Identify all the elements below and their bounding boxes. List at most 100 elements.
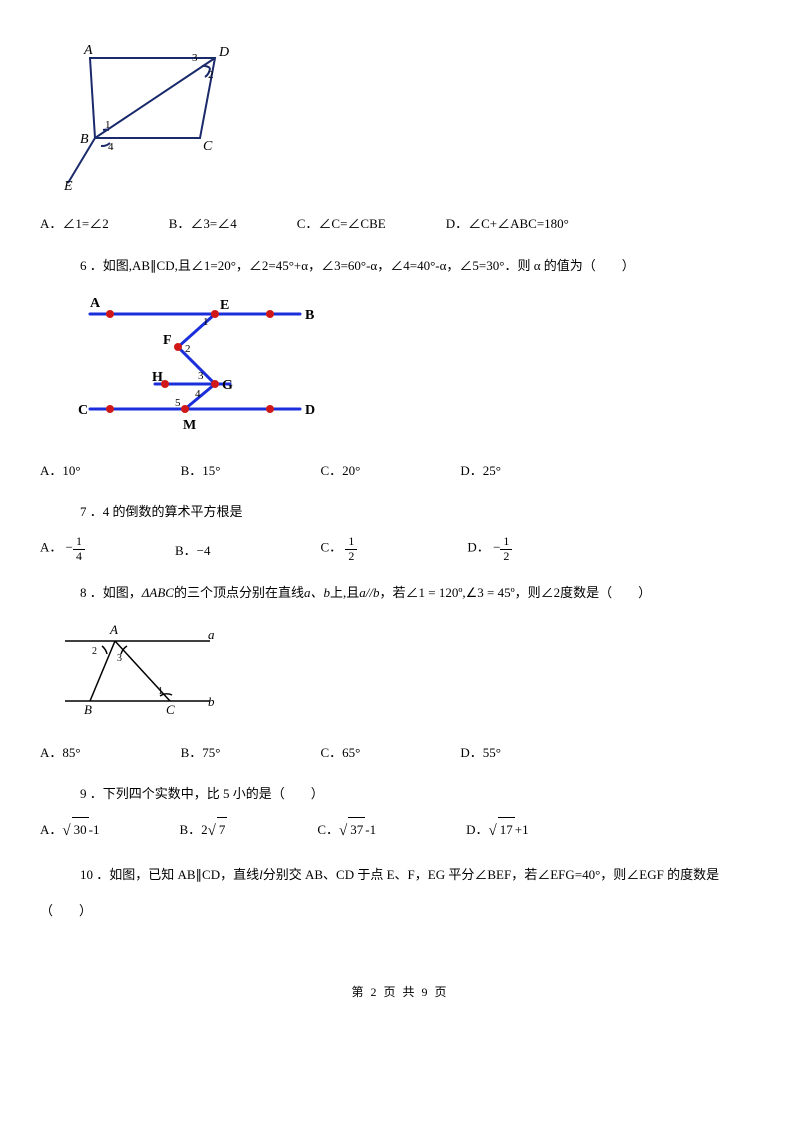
q7-opt-c: C． 12 [321,535,358,562]
q8-text: 8 ．如图，ΔABC的三个顶点分别在直线a、b上,且a//b，若∠1 = 120… [80,581,760,604]
q7-opt-b: B．−4 [175,539,211,562]
q7c-den: 2 [345,550,357,563]
q8-pre: 8 ．如图， [80,585,142,600]
q8-opt-d: D．55° [460,741,501,764]
q9d-prefix: D． [466,822,488,837]
f8-C: C [166,702,175,717]
q9c-tail: -1 [365,822,376,837]
q9-opt-d: D．√17+1 [466,817,528,845]
lbl-C: C [203,139,213,154]
f6-2: 2 [185,343,191,355]
footer-pre: 第 [351,985,370,999]
f6-E: E [220,298,229,313]
q8-figure: A B C a b 2 3 1 [60,616,760,728]
q5-opt-a: A．∠1=∠2 [40,212,109,235]
q5-options: A．∠1=∠2 B．∠3=∠4 C．∠C=∠CBE D．∠C+∠ABC=180° [40,212,760,235]
q8-ang2: ∠2 [541,585,561,600]
f6-F: F [163,333,172,348]
q7-options: A． −14 B．−4 C． 12 D． −12 [40,535,760,562]
q9b-rad: 7 [217,817,228,841]
q7a-neg: − [66,540,73,555]
q10-tail: 分别交 AB、CD 于点 E、F，EG 平分∠BEF，若∠EFG=40°，则∠E… [263,867,719,882]
q7d-den: 2 [500,550,512,563]
q9-options: A．√30-1 B．2√7 C．√37-1 D．√17+1 [40,817,760,845]
f8-B: B [84,702,92,717]
q7c-num: 1 [345,535,357,549]
q5-opt-d: D．∠C+∠ABC=180° [446,212,569,235]
q7a-den: 4 [73,550,85,563]
q6-opt-d: D．25° [460,459,501,482]
q8-opt-c: C．65° [320,741,360,764]
q7b-val: −4 [197,543,211,558]
q9a-prefix: A． [40,822,62,837]
q10-pre: 10 ．如图，已知 AB∥CD，直线 [80,867,259,882]
f8-2: 2 [92,646,97,657]
f6-G: G [222,378,233,393]
q7a-prefix: A． [40,540,62,555]
q9-opt-c: C．√37-1 [317,817,376,845]
f8-3: 3 [117,653,122,664]
q6-opt-a: A．10° [40,459,81,482]
lbl-E: E [63,179,73,193]
q8-abc: ΔABC [142,585,174,600]
q9b-prefix: B． [179,822,201,837]
q8-m2: 上,且 [330,585,359,600]
f6-B: B [305,308,314,323]
q9a-rad: 30 [72,817,89,841]
q6-figure: A B C D E F G H M 1 2 3 4 5 [60,289,760,446]
q9d-tail: +1 [515,822,529,837]
f6-M: M [183,418,196,433]
q7-opt-a: A． −14 [40,535,85,562]
q7d-prefix: D． [467,540,489,555]
footer-mid: 页 共 [378,985,421,999]
q9-opt-b: B．2√7 [179,817,227,845]
q7b-prefix: B． [175,543,197,558]
q10-paren: （ ） [40,899,760,922]
q8-cond: ∠1 = 120º,∠3 = 45º [406,585,515,600]
q8-m4: ，则 [515,585,541,600]
f6-D: D [305,403,315,418]
q7a-num: 1 [73,535,85,549]
q9c-prefix: C． [317,822,339,837]
f6-C: C [78,403,88,418]
q7d-neg: − [493,540,500,555]
lbl-D: D [218,45,229,60]
f6-4: 4 [195,388,201,400]
q6-text: 6 ．如图,AB∥CD,且∠1=20°，∠2=45°+α，∠3=60°-α，∠4… [80,254,760,277]
lbl-a1: 1 [105,119,111,131]
footer-total: 9 [422,985,430,999]
q5-figure: A D C B E 3 2 1 4 [60,38,760,200]
q9-text: 9 ．下列四个实数中，比 5 小的是（ ） [80,782,760,805]
page-footer: 第 2 页 共 9 页 [40,982,760,1004]
f6-H: H [152,370,163,385]
lbl-B: B [80,132,89,147]
q8-m3: ，若 [379,585,405,600]
q7-opt-d: D． −12 [467,535,512,562]
q10-text: 10 ．如图，已知 AB∥CD，直线l分别交 AB、CD 于点 E、F，EG 平… [80,863,760,886]
f8-1: 1 [158,686,163,697]
q7-text: 7 ．4 的倒数的算术平方根是 [80,500,760,523]
q5-opt-b: B．∠3=∠4 [169,212,237,235]
f6-1: 1 [203,316,209,328]
footer-suf: 页 [430,985,449,999]
q6-opt-c: C．20° [320,459,360,482]
q5-opt-c: C．∠C=∠CBE [297,212,386,235]
q9a-tail: -1 [89,822,100,837]
q8-tail: 度数是（ ） [560,585,651,600]
f6-3: 3 [198,370,204,382]
f8-b: b [208,694,215,709]
q7d-num: 1 [500,535,512,549]
f6-A: A [90,296,101,311]
q7c-prefix: C． [321,540,343,555]
f8-a: a [208,627,215,642]
q8-opt-b: B．75° [181,741,221,764]
q8-apar: a//b [359,585,379,600]
q8-m1: 的三个顶点分别在直线 [174,585,304,600]
q6-opt-b: B．15° [181,459,221,482]
lbl-a3: 3 [192,52,198,64]
lbl-A: A [83,43,93,58]
q9d-rad: 17 [498,817,515,841]
q6-options: A．10° B．15° C．20° D．25° [40,459,760,482]
lbl-a4: 4 [108,141,114,153]
q8-ab: a、b [304,585,330,600]
